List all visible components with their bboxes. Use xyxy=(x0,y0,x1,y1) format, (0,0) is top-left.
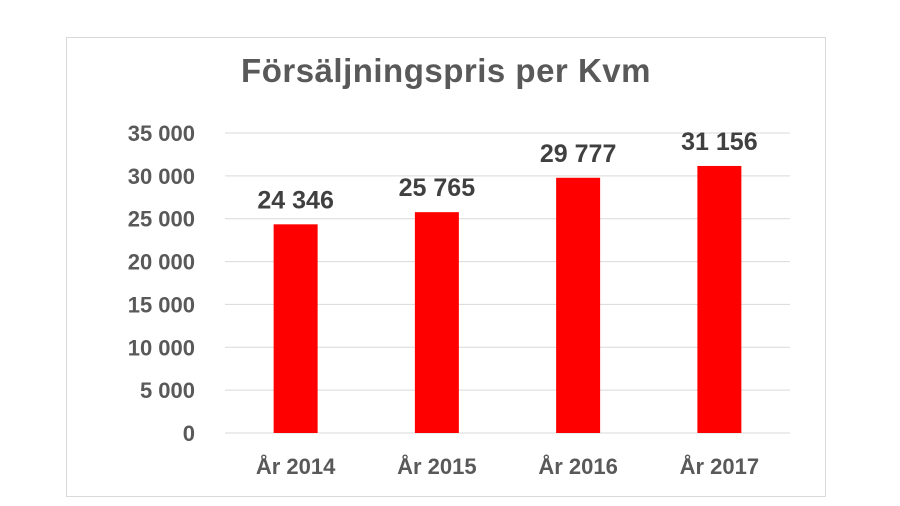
x-axis-categories: År 2014 År 2015 År 2016 År 2017 xyxy=(256,453,759,479)
y-tick-label: 5 000 xyxy=(140,378,195,403)
bar xyxy=(414,212,459,433)
bars xyxy=(273,165,742,433)
bar xyxy=(556,177,601,433)
y-tick-label: 20 000 xyxy=(128,250,195,275)
y-tick-label: 35 000 xyxy=(128,121,195,146)
bar xyxy=(697,165,742,433)
y-axis-ticks: 0 5 000 10 000 15 000 20 000 25 000 30 000 35 0… xyxy=(128,121,195,446)
data-label: 29 777 xyxy=(540,140,616,168)
y-tick-label: 25 000 xyxy=(128,207,195,232)
x-category-label: År 2016 xyxy=(538,453,618,479)
y-tick-label: 10 000 xyxy=(128,335,195,360)
y-tick-label: 0 xyxy=(183,421,195,446)
x-category-label: År 2015 xyxy=(397,453,477,479)
bar xyxy=(273,224,318,433)
x-category-label: År 2014 xyxy=(256,453,336,479)
x-category-label: År 2017 xyxy=(680,453,760,479)
data-label: 31 156 xyxy=(681,128,757,156)
y-tick-label: 30 000 xyxy=(128,164,195,189)
data-label: 25 765 xyxy=(399,174,476,202)
y-tick-label: 15 000 xyxy=(128,292,195,317)
gridlines xyxy=(225,132,790,434)
chart-title: Försäljningspris per Kvm xyxy=(241,52,651,89)
data-label: 24 346 xyxy=(257,186,333,214)
data-labels: 24 346 25 765 29 777 31 156 xyxy=(257,128,757,214)
